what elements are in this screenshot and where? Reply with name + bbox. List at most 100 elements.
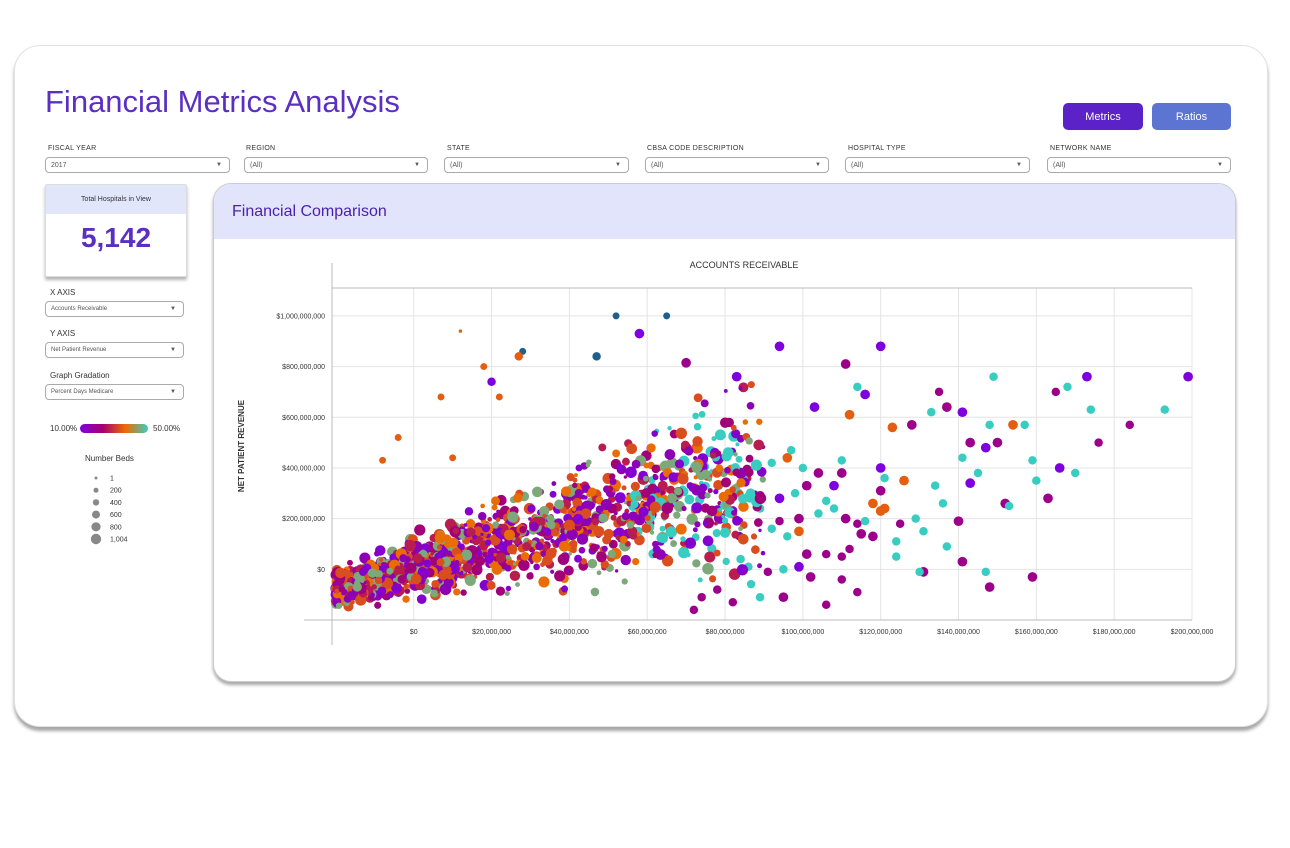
data-point (513, 493, 523, 503)
data-point (592, 352, 601, 361)
data-point (619, 535, 628, 544)
data-point (1020, 420, 1029, 430)
data-point (528, 517, 532, 521)
data-point (664, 449, 676, 460)
data-point (571, 506, 577, 512)
cbsa-select[interactable]: (All) ▼ (645, 157, 829, 173)
data-point (464, 507, 474, 516)
data-point (436, 544, 443, 550)
data-point (1082, 371, 1092, 382)
data-point (495, 586, 506, 596)
data-point (794, 513, 804, 524)
data-point (621, 512, 630, 521)
data-point (437, 393, 445, 401)
data-point (550, 528, 559, 537)
y-axis-title: NET PATIENT REVENUE (237, 399, 246, 492)
y-axis-select[interactable]: Net Patient Revenue ▼ (45, 342, 184, 358)
data-point (341, 591, 346, 596)
data-point (837, 456, 847, 465)
data-point (606, 485, 614, 493)
data-point (801, 549, 812, 559)
data-point (471, 564, 483, 576)
data-point (626, 443, 638, 455)
data-point (721, 517, 729, 524)
data-point (958, 453, 967, 463)
data-point (486, 580, 496, 590)
data-point (731, 530, 740, 539)
data-point (438, 569, 449, 581)
data-point (691, 461, 703, 473)
data-point (335, 567, 346, 579)
data-point (587, 487, 597, 497)
data-point (728, 598, 738, 607)
data-point (684, 494, 695, 505)
data-point (526, 572, 534, 580)
data-point (595, 496, 604, 504)
y-tick-label: $200,000,000 (282, 516, 325, 523)
ratios-button[interactable]: Ratios (1152, 103, 1231, 130)
data-point (593, 526, 605, 537)
data-point (370, 592, 375, 598)
data-point (514, 352, 524, 361)
data-point (436, 558, 445, 567)
x-tick-label: $120,000,000 (859, 629, 902, 636)
data-point (738, 526, 743, 532)
region-select[interactable]: (All) ▼ (244, 157, 428, 173)
data-point (1032, 476, 1041, 485)
data-point (718, 491, 729, 502)
data-point (875, 506, 886, 516)
hospital-type-select[interactable]: (All) ▼ (845, 157, 1030, 173)
chart-title: ACCOUNTS RECEIVABLE (690, 260, 799, 270)
data-point (697, 592, 706, 602)
chart-panel: Financial Comparison $0 $20,000,000 $40,00… (213, 183, 1236, 682)
data-point (880, 473, 889, 483)
data-point (480, 363, 488, 371)
data-point (906, 420, 917, 430)
data-point (992, 437, 1003, 448)
data-point (586, 459, 592, 465)
data-point (738, 493, 748, 504)
data-point (405, 562, 417, 574)
data-point (702, 535, 714, 547)
data-point (596, 551, 607, 563)
gradation-select[interactable]: Percent Days Medicare ▼ (45, 384, 184, 400)
state-select[interactable]: (All) ▼ (444, 157, 629, 173)
data-point (491, 496, 501, 506)
data-point (381, 577, 394, 590)
chevron-down-icon: ▼ (170, 389, 176, 395)
data-point (540, 562, 545, 568)
data-point (394, 434, 402, 442)
data-point (634, 514, 646, 526)
metrics-button[interactable]: Metrics (1063, 103, 1143, 130)
data-point (386, 591, 394, 599)
data-point (473, 526, 483, 537)
data-point (506, 543, 518, 555)
data-point (1008, 420, 1018, 430)
data-point (686, 513, 698, 525)
data-point (589, 543, 599, 553)
data-point (844, 409, 855, 420)
data-point (724, 466, 731, 474)
data-point (1028, 456, 1037, 465)
chevron-down-icon: ▼ (1016, 162, 1022, 168)
data-point (985, 420, 994, 430)
kpi-label: Total Hospitals in View (46, 185, 186, 214)
data-point (533, 563, 540, 571)
data-point (973, 468, 983, 478)
network-name-select[interactable]: (All) ▼ (1047, 157, 1231, 173)
x-axis-select[interactable]: Accounts Receivable ▼ (45, 301, 184, 317)
data-point (461, 536, 465, 541)
data-point (600, 498, 612, 511)
size-legend-label: 800 (110, 524, 122, 531)
data-point (343, 595, 352, 603)
size-legend-dot (92, 499, 100, 506)
data-point (612, 312, 620, 320)
data-point (721, 514, 725, 519)
data-point (434, 531, 447, 544)
data-point (539, 530, 546, 537)
data-point (641, 523, 652, 534)
fiscal-year-select[interactable]: 2017 ▼ (45, 157, 230, 173)
data-point (738, 501, 749, 512)
data-point (378, 562, 382, 566)
data-point (402, 595, 410, 603)
